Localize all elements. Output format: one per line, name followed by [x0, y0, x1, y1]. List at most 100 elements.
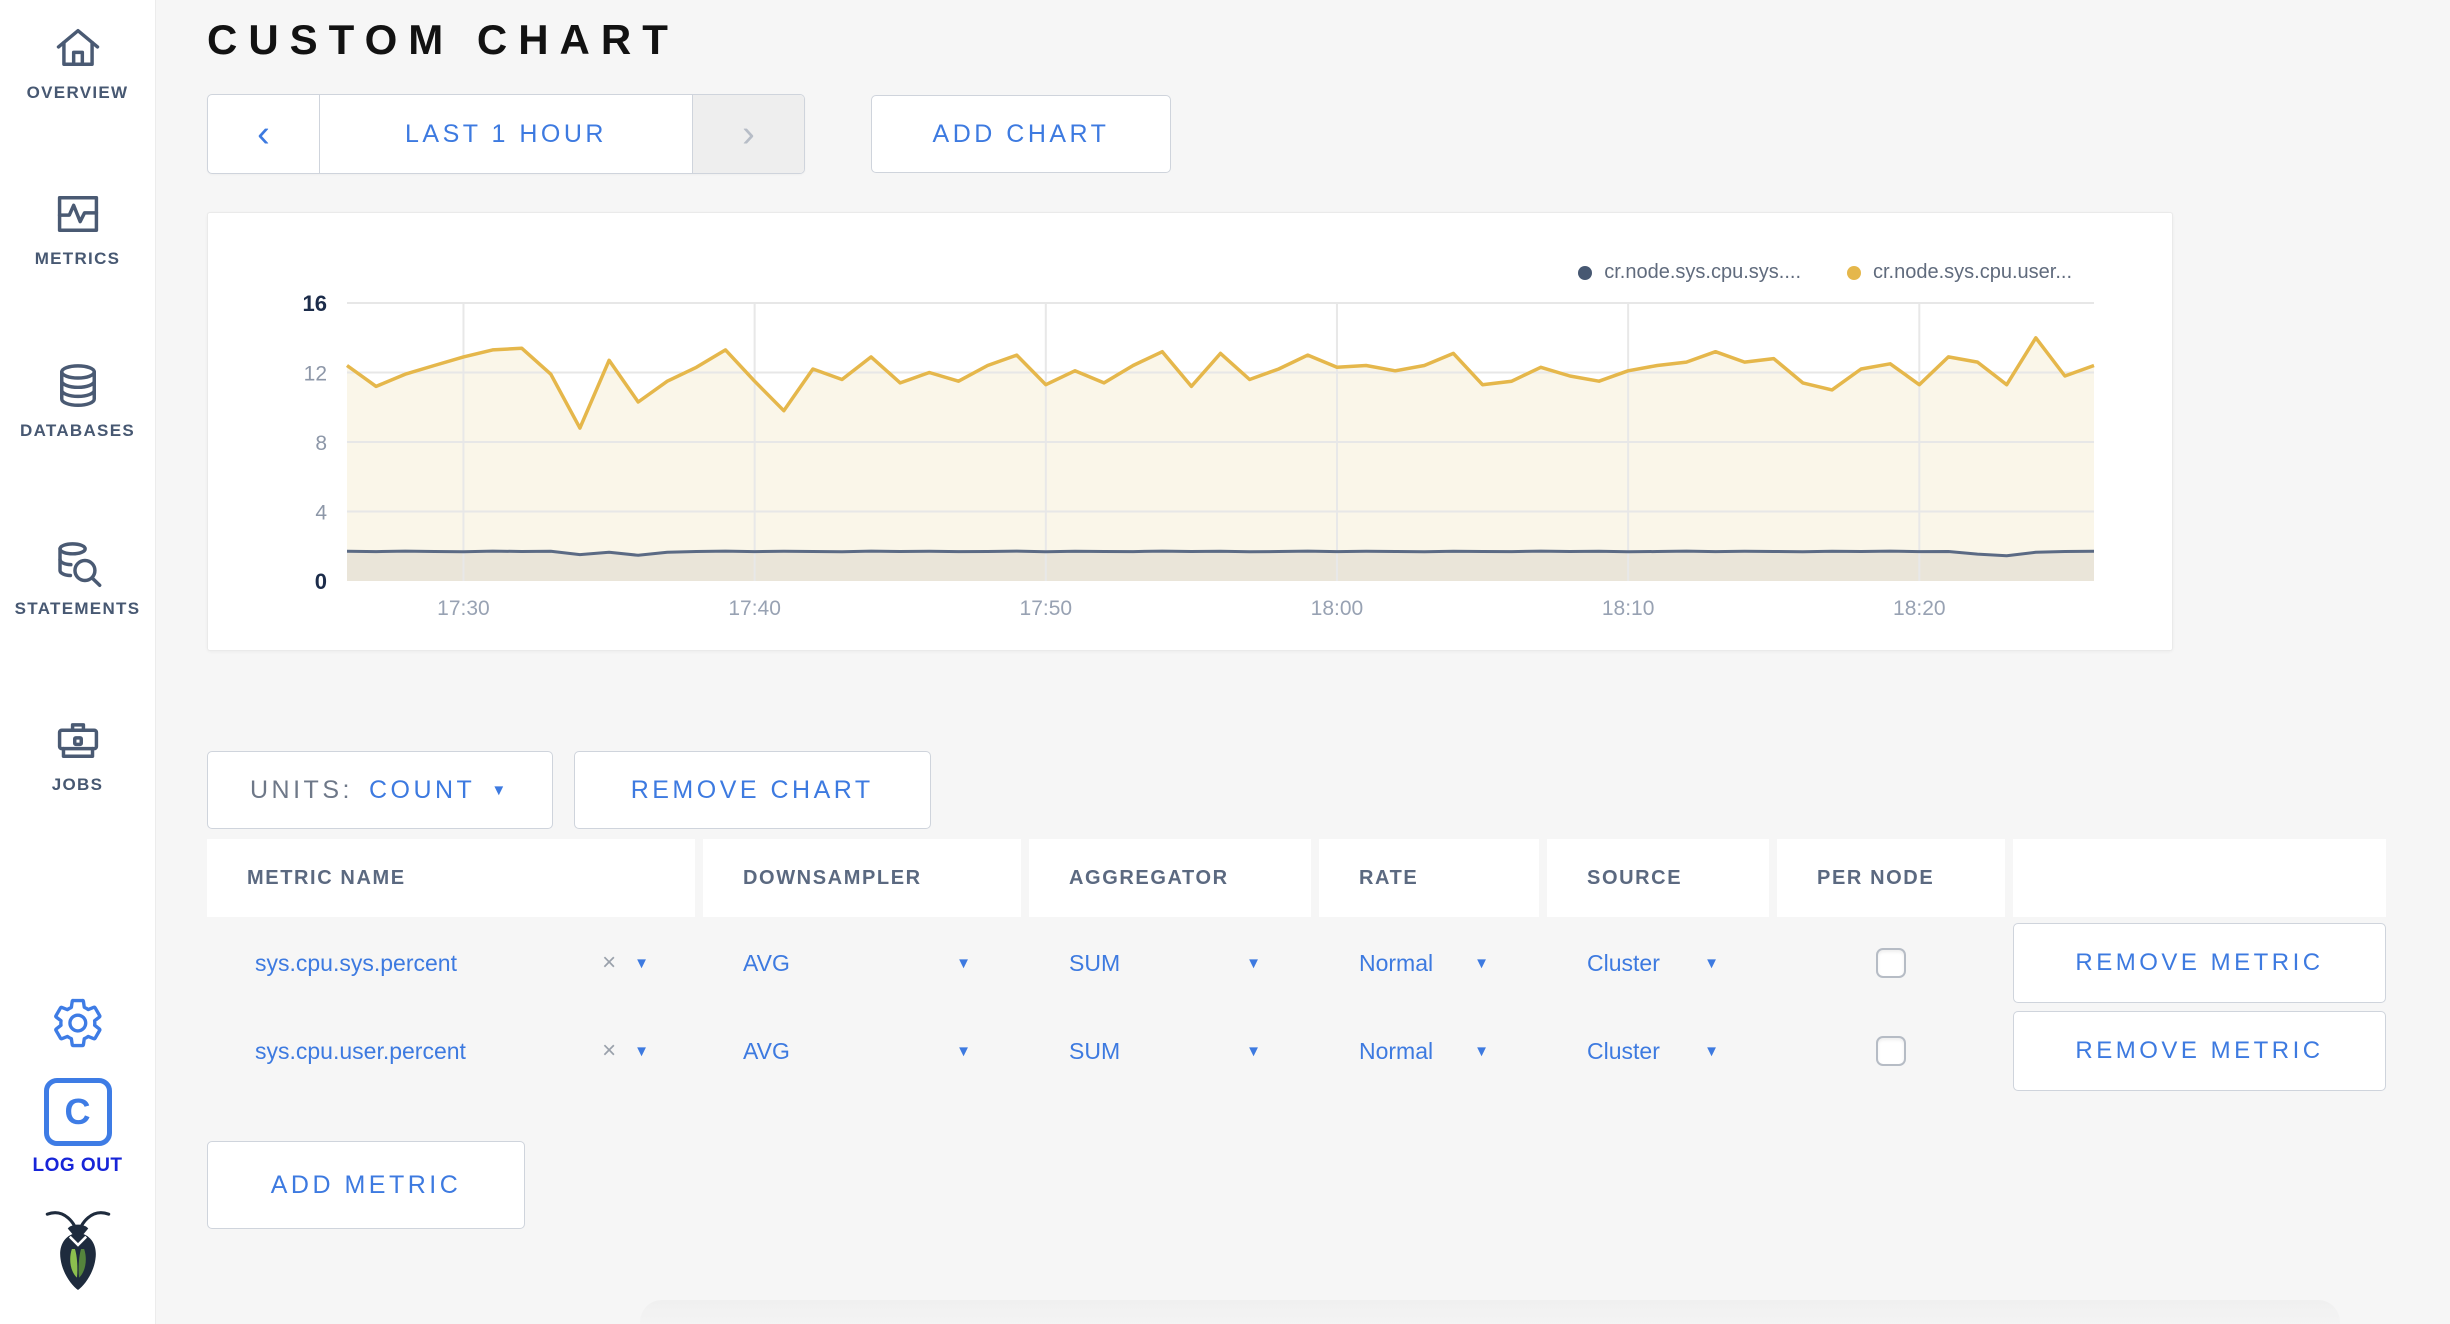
add-chart-button[interactable]: ADD CHART — [871, 95, 1171, 173]
sidebar-item-statements[interactable]: STATEMENTS — [0, 538, 155, 619]
svg-text:17:30: 17:30 — [437, 597, 490, 620]
units-value: COUNT — [368, 775, 476, 804]
downsampler-cell: AVG ▼ — [703, 921, 1021, 1005]
column-header-rate: RATE — [1319, 839, 1539, 917]
sidebar: OVERVIEW METRICS DATABASES STATEMENTS — [0, 0, 156, 1324]
page-title: CUSTOM CHART — [207, 16, 679, 63]
chevron-down-icon[interactable]: ▼ — [634, 1042, 649, 1060]
aggregator-select[interactable]: SUM — [1069, 949, 1121, 976]
legend-label: cr.node.sys.cpu.user... — [1873, 261, 2072, 283]
remove-metric-button[interactable]: REMOVE METRIC — [2013, 923, 2386, 1003]
column-header-metric-name: METRIC NAME — [207, 839, 695, 917]
downsampler-select[interactable]: AVG — [743, 949, 790, 976]
rate-cell: Normal ▼ — [1319, 1009, 1539, 1093]
remove-metric-cell: REMOVE METRIC — [2013, 1009, 2386, 1093]
chevron-down-icon[interactable]: ▼ — [1246, 954, 1261, 972]
settings-button[interactable] — [0, 996, 155, 1050]
time-range-selector: ‹ LAST 1 HOUR › — [207, 94, 805, 174]
chart-card: cr.node.sys.cpu.sys.... cr.node.sys.cpu.… — [207, 212, 2173, 651]
column-header-downsampler: DOWNSAMPLER — [703, 839, 1021, 917]
chevron-down-icon[interactable]: ▼ — [1474, 954, 1489, 972]
sidebar-item-label: STATEMENTS — [14, 599, 141, 618]
remove-chart-button[interactable]: REMOVE CHART — [573, 751, 931, 829]
svg-text:12: 12 — [304, 363, 327, 386]
per-node-cell — [1777, 921, 2005, 1005]
next-card-edge — [640, 1300, 2340, 1324]
downsampler-select[interactable]: AVG — [743, 1037, 790, 1064]
remove-metric-cell: REMOVE METRIC — [2013, 921, 2386, 1005]
legend-item-user[interactable]: cr.node.sys.cpu.user... — [1847, 261, 2072, 284]
chart-controls: UNITS: COUNT ▼ REMOVE CHART — [207, 751, 2450, 829]
column-header-source: SOURCE — [1547, 839, 1769, 917]
cockroach-logo-icon — [45, 1211, 110, 1290]
cpu-time-series-chart: 0 4 8 12 16 17:30 17:40 17:50 18:00 18:10 18:20 — [303, 291, 2095, 620]
per-node-checkbox[interactable] — [1876, 948, 1906, 978]
svg-text:17:50: 17:50 — [1020, 597, 1073, 620]
table-row: sys.cpu.sys.percent × ▼ AVG ▼ SUM ▼ Norm… — [207, 921, 2450, 1005]
units-dropdown[interactable]: UNITS: COUNT ▼ — [207, 751, 553, 829]
sidebar-item-databases[interactable]: DATABASES — [0, 360, 155, 441]
database-search-icon — [57, 542, 101, 587]
aggregator-cell: SUM ▼ — [1029, 921, 1311, 1005]
cockroach-bug-logo — [0, 1206, 155, 1292]
sidebar-item-jobs[interactable]: JOBS — [0, 714, 155, 795]
chevron-down-icon[interactable]: ▼ — [956, 1042, 971, 1060]
add-metric-button[interactable]: ADD METRIC — [207, 1141, 525, 1229]
rate-select[interactable]: Normal — [1359, 949, 1434, 976]
chevron-down-icon[interactable]: ▼ — [634, 954, 649, 972]
chevron-down-icon[interactable]: ▼ — [956, 954, 971, 972]
chevron-down-icon[interactable]: ▼ — [1704, 954, 1719, 972]
time-prev-button[interactable]: ‹ — [208, 95, 320, 173]
aggregator-select[interactable]: SUM — [1069, 1037, 1121, 1064]
logout-button[interactable]: C LOG OUT — [0, 1078, 155, 1177]
sidebar-item-overview[interactable]: OVERVIEW — [0, 22, 155, 103]
sidebar-item-label: JOBS — [51, 775, 104, 794]
column-header-per-node: PER NODE — [1777, 839, 2005, 917]
logout-label: LOG OUT — [32, 1155, 123, 1176]
briefcase-icon — [57, 723, 98, 758]
chevron-left-icon: ‹ — [257, 112, 270, 155]
per-node-checkbox[interactable] — [1876, 1036, 1906, 1066]
rate-select[interactable]: Normal — [1359, 1037, 1434, 1064]
svg-text:8: 8 — [315, 432, 327, 455]
legend-label: cr.node.sys.cpu.sys.... — [1604, 261, 1801, 283]
clear-metric-icon[interactable]: × — [602, 949, 617, 976]
svg-text:4: 4 — [315, 502, 327, 525]
source-select[interactable]: Cluster — [1587, 1037, 1660, 1064]
main-content: CUSTOM CHART ‹ LAST 1 HOUR › ADD CHART c… — [156, 0, 2450, 1324]
svg-text:16: 16 — [303, 291, 327, 316]
home-icon — [56, 28, 99, 66]
chart-legend: cr.node.sys.cpu.sys.... cr.node.sys.cpu.… — [1578, 261, 2072, 284]
downsampler-cell: AVG ▼ — [703, 1009, 1021, 1093]
chevron-down-icon[interactable]: ▼ — [1474, 1042, 1489, 1060]
toolbar: ‹ LAST 1 HOUR › ADD CHART — [207, 94, 2450, 174]
chevron-down-icon[interactable]: ▼ — [1704, 1042, 1719, 1060]
svg-text:18:00: 18:00 — [1311, 597, 1364, 620]
clear-metric-icon[interactable]: × — [602, 1037, 617, 1064]
source-select[interactable]: Cluster — [1587, 949, 1660, 976]
units-label: UNITS: — [250, 775, 353, 804]
remove-metric-button[interactable]: REMOVE METRIC — [2013, 1011, 2386, 1091]
time-range-label[interactable]: LAST 1 HOUR — [405, 119, 607, 148]
source-cell: Cluster ▼ — [1547, 921, 1769, 1005]
gear-icon — [53, 998, 101, 1048]
sidebar-item-metrics[interactable]: METRICS — [0, 188, 155, 269]
svg-text:18:20: 18:20 — [1893, 597, 1946, 620]
chevron-right-icon: › — [742, 112, 755, 155]
table-header-row: METRIC NAME DOWNSAMPLER AGGREGATOR RATE … — [207, 839, 2450, 917]
metric-name-cell: sys.cpu.sys.percent × ▼ — [207, 921, 695, 1005]
source-cell: Cluster ▼ — [1547, 1009, 1769, 1093]
metric-name-select[interactable]: sys.cpu.user.percent — [255, 1037, 466, 1064]
metrics-graph-icon — [57, 196, 98, 232]
column-header-actions — [2013, 839, 2386, 917]
chevron-down-icon[interactable]: ▼ — [1246, 1042, 1261, 1060]
rate-cell: Normal ▼ — [1319, 921, 1539, 1005]
time-next-button[interactable]: › — [692, 95, 804, 173]
chevron-down-icon: ▼ — [491, 781, 510, 799]
sidebar-item-label: METRICS — [34, 249, 121, 268]
metric-name-select[interactable]: sys.cpu.sys.percent — [255, 949, 457, 976]
legend-item-sys[interactable]: cr.node.sys.cpu.sys.... — [1578, 261, 1801, 284]
svg-text:18:10: 18:10 — [1602, 597, 1655, 620]
svg-text:0: 0 — [315, 569, 327, 594]
table-row: sys.cpu.user.percent × ▼ AVG ▼ SUM ▼ Nor… — [207, 1009, 2450, 1093]
